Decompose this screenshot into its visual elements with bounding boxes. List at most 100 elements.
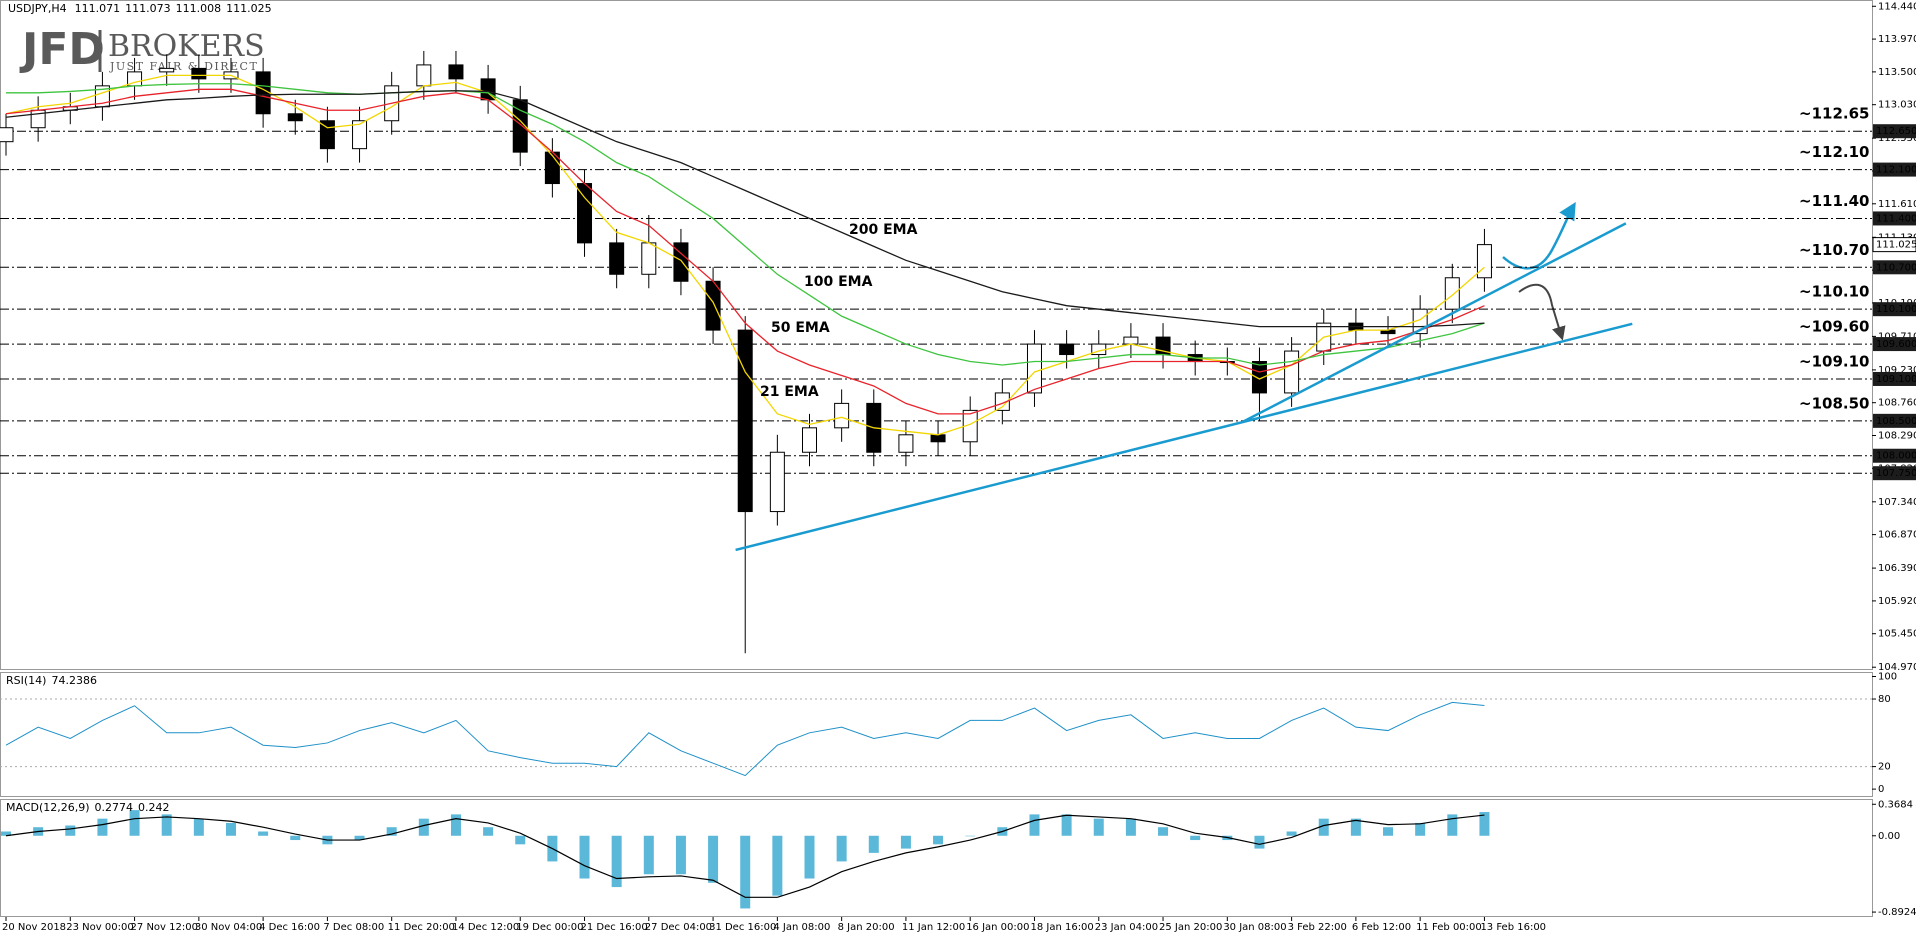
histogram-bar: [354, 835, 365, 841]
level-label: 109.600: [1876, 339, 1916, 350]
indicator-name: RSI(14): [6, 674, 46, 687]
logo-tagline: JUST FAIR & DIRECT: [109, 60, 258, 73]
candle-body: [159, 67, 175, 73]
logo-mark: JFD: [19, 24, 105, 75]
candle-body: [0, 127, 14, 143]
level-box: [1873, 124, 1916, 139]
level-annotation: ~112.65: [1799, 105, 1869, 123]
x-tick-label: 23 Nov 00:00: [66, 922, 133, 933]
trendline: [1242, 222, 1627, 423]
y-tick-label: 104.970: [1878, 662, 1916, 673]
x-tick-label: 30 Nov 04:00: [195, 922, 262, 933]
level-annotation: ~109.10: [1799, 352, 1869, 370]
x-tick-label: 7 Dec 08:00: [323, 922, 384, 933]
indicator-value: 0.242: [138, 801, 170, 814]
panel-frame: [0, 799, 1873, 917]
candle-body: [352, 120, 368, 150]
signal-line: [5, 814, 1485, 898]
x-tick-label: 11 Feb 00:00: [1416, 922, 1482, 933]
candle-body: [1059, 343, 1075, 356]
histogram-bar: [1350, 818, 1361, 836]
histogram-bar: [65, 825, 76, 836]
y-tick-label: 112.550: [1878, 133, 1916, 144]
ohlc-value: 111.071: [75, 2, 121, 15]
histogram-bar: [836, 835, 847, 862]
histogram-bar: [804, 835, 815, 879]
y-tick-label: 113.030: [1878, 100, 1916, 111]
y-tick-label: 0: [1878, 784, 1884, 795]
y-tick-label: 109.710: [1878, 331, 1916, 342]
level-label: 112.100: [1876, 165, 1916, 176]
histogram-bar: [1286, 831, 1297, 836]
histogram-bar: [1093, 818, 1104, 836]
candle-body: [737, 329, 753, 513]
y-tick-label: 107.340: [1878, 497, 1916, 508]
y-tick-label: 100: [1878, 672, 1897, 683]
level-label: 107.750: [1876, 468, 1916, 479]
level-box: [1873, 413, 1916, 428]
level-annotation: ~112.10: [1799, 143, 1869, 161]
ema-line: [5, 90, 1485, 328]
histogram-bar: [161, 814, 172, 836]
histogram-bar: [1029, 814, 1040, 836]
y-tick-label: 109.230: [1878, 365, 1916, 376]
level-label: 110.100: [1876, 304, 1916, 315]
indicator-line: [5, 701, 1485, 777]
candle-body: [834, 402, 850, 429]
y-tick-label: 105.450: [1878, 629, 1916, 640]
candle-body: [641, 242, 657, 275]
level-box: [1873, 371, 1916, 386]
histogram-bar: [290, 835, 301, 841]
histogram-bar: [772, 835, 783, 896]
x-tick-label: 27 Dec 04:00: [645, 922, 712, 933]
histogram-bar: [611, 835, 622, 888]
level-box: [1873, 466, 1916, 481]
y-tick-label: 111.610: [1878, 199, 1916, 210]
x-tick-label: 3 Feb 22:00: [1288, 922, 1347, 933]
level-label: 108.000: [1876, 451, 1916, 462]
scenario-arrow-down: [1518, 283, 1566, 341]
histogram-bar: [483, 827, 494, 836]
y-tick-label: 113.500: [1878, 67, 1916, 78]
x-tick-label: 27 Nov 12:00: [131, 922, 198, 933]
x-tick-label: 6 Feb 12:00: [1352, 922, 1411, 933]
logo-name: BROKERS: [108, 29, 265, 64]
histogram-bar: [740, 835, 751, 909]
candle-body: [1476, 244, 1492, 279]
indicator-name: MACD(12,26,9): [6, 801, 90, 814]
x-tick-label: 25 Jan 20:00: [1159, 922, 1222, 933]
candle-body: [673, 242, 689, 282]
histogram-bar: [643, 835, 654, 875]
y-tick-label: 108.290: [1878, 431, 1916, 442]
histogram-bar: [193, 818, 204, 836]
candle-body: [930, 434, 946, 443]
x-tick-label: 11 Jan 12:00: [902, 922, 965, 933]
candle-body: [448, 64, 464, 80]
candle-body: [769, 451, 785, 513]
histogram-bar: [1, 831, 11, 836]
ema-label: 50 EMA: [771, 320, 830, 336]
candle-body: [287, 113, 303, 122]
candle-body: [898, 434, 914, 453]
candle-body: [191, 67, 207, 80]
ohlc-value: 111.073: [125, 2, 171, 15]
histogram-bar: [450, 814, 461, 836]
y-tick-label: 20: [1878, 762, 1891, 773]
y-tick-label: 106.390: [1878, 563, 1916, 574]
level-box: [1873, 302, 1916, 317]
candle-body: [1026, 343, 1042, 394]
x-tick-label: 18 Jan 16:00: [1030, 922, 1093, 933]
level-label: 110.700: [1876, 262, 1916, 273]
histogram-bar: [515, 835, 526, 845]
y-tick-label: -0.8924: [1878, 907, 1916, 918]
candle-body: [577, 183, 593, 244]
level-box: [1873, 260, 1916, 275]
symbol-label: USDJPY,H4: [8, 2, 67, 15]
x-tick-label: 4 Dec 16:00: [259, 922, 320, 933]
level-annotation: ~110.70: [1799, 241, 1869, 259]
level-box: [1873, 448, 1916, 463]
x-tick-label: 11 Dec 20:00: [388, 922, 455, 933]
ema-line: [6, 83, 1485, 366]
histogram-bar: [258, 831, 269, 836]
